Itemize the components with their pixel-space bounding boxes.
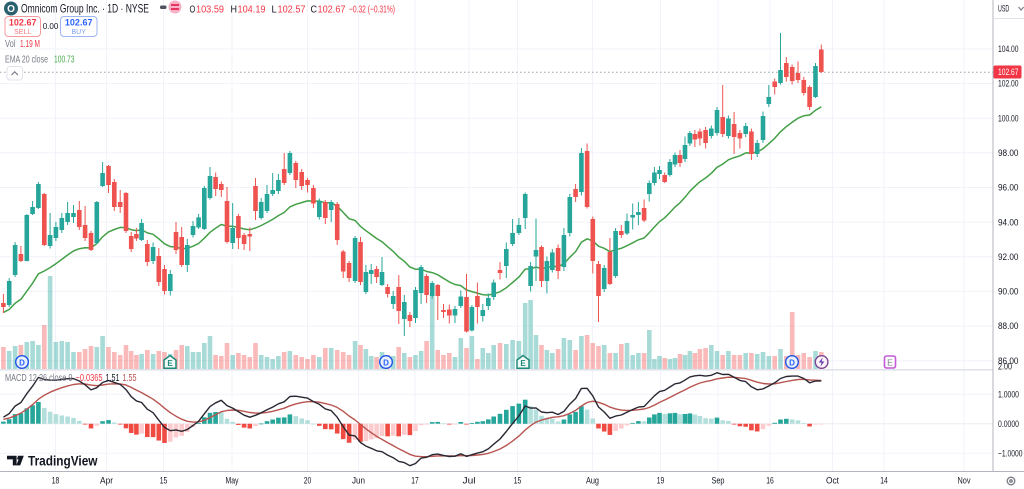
svg-text:E: E <box>167 359 173 368</box>
svg-text:0.0000: 0.0000 <box>998 419 1019 429</box>
svg-text:Oct: Oct <box>826 476 839 486</box>
svg-text:20: 20 <box>304 476 312 486</box>
svg-text:94.00: 94.00 <box>998 217 1019 227</box>
svg-text:MACD 12 26 close 9: MACD 12 26 close 9 <box>5 373 73 384</box>
svg-text:TradingView: TradingView <box>28 453 98 469</box>
svg-text:Vol: Vol <box>5 39 16 50</box>
svg-text:102.67: 102.67 <box>998 67 1019 77</box>
svg-text:100.73: 100.73 <box>54 55 75 66</box>
svg-text:L: L <box>272 5 278 16</box>
svg-text:19: 19 <box>657 476 665 486</box>
svg-text:15: 15 <box>514 476 522 486</box>
svg-text:Aug: Aug <box>586 476 599 486</box>
svg-text:USD: USD <box>998 4 1009 14</box>
svg-text:Sep: Sep <box>712 476 725 486</box>
svg-text:BUY: BUY <box>71 29 86 36</box>
svg-text:100.00: 100.00 <box>998 113 1019 123</box>
svg-text:86.00: 86.00 <box>998 356 1019 366</box>
svg-text:−1.0000: −1.0000 <box>998 448 1023 458</box>
svg-text:O: O <box>7 4 15 15</box>
svg-text:Omnicom Group Inc. · 1D · NYSE: Omnicom Group Inc. · 1D · NYSE <box>21 2 149 16</box>
svg-text:D: D <box>789 358 795 367</box>
svg-text:Jul: Jul <box>463 476 476 486</box>
svg-text:D: D <box>19 358 25 367</box>
svg-text:H: H <box>231 5 238 16</box>
svg-text:2.00: 2.00 <box>998 361 1012 371</box>
svg-text:90.00: 90.00 <box>998 287 1019 297</box>
svg-text:92.00: 92.00 <box>998 252 1019 262</box>
svg-text:D: D <box>383 358 389 367</box>
svg-text:98.00: 98.00 <box>998 148 1019 158</box>
svg-text:18: 18 <box>52 476 60 486</box>
svg-text:O: O <box>190 5 196 16</box>
svg-text:0.00: 0.00 <box>43 22 59 31</box>
svg-text:E: E <box>520 359 526 368</box>
svg-text:E: E <box>887 357 893 367</box>
svg-text:Apr: Apr <box>100 476 113 486</box>
svg-text:102.57: 102.57 <box>278 5 306 16</box>
svg-text:17: 17 <box>411 476 419 486</box>
svg-text:1.0000: 1.0000 <box>998 389 1019 399</box>
svg-text:14: 14 <box>880 476 888 486</box>
svg-text:May: May <box>226 476 239 486</box>
svg-text:−0.32 (−0.31%): −0.32 (−0.31%) <box>349 5 395 16</box>
svg-text:104.19: 104.19 <box>238 5 266 16</box>
svg-text:104.00: 104.00 <box>998 44 1019 54</box>
svg-text:Nov: Nov <box>958 476 971 486</box>
svg-text:15: 15 <box>160 476 168 486</box>
svg-text:1.51: 1.51 <box>106 373 120 384</box>
svg-text:−0.0365: −0.0365 <box>76 373 103 384</box>
svg-text:Jun: Jun <box>352 476 365 486</box>
svg-text:C: C <box>311 5 318 16</box>
svg-text:88.00: 88.00 <box>998 321 1019 331</box>
svg-text:102.00: 102.00 <box>998 79 1019 89</box>
svg-text:96.00: 96.00 <box>998 183 1019 193</box>
svg-text:1.55: 1.55 <box>123 373 137 384</box>
svg-text:1.19 M: 1.19 M <box>20 39 40 50</box>
svg-text:SELL: SELL <box>14 29 31 36</box>
svg-text:102.67: 102.67 <box>65 18 93 28</box>
svg-text:103.59: 103.59 <box>196 5 224 16</box>
svg-text:16: 16 <box>766 476 774 486</box>
svg-text:102.67: 102.67 <box>9 18 37 28</box>
svg-text:EMA 20 close: EMA 20 close <box>5 55 48 66</box>
svg-text:102.67: 102.67 <box>318 5 346 16</box>
